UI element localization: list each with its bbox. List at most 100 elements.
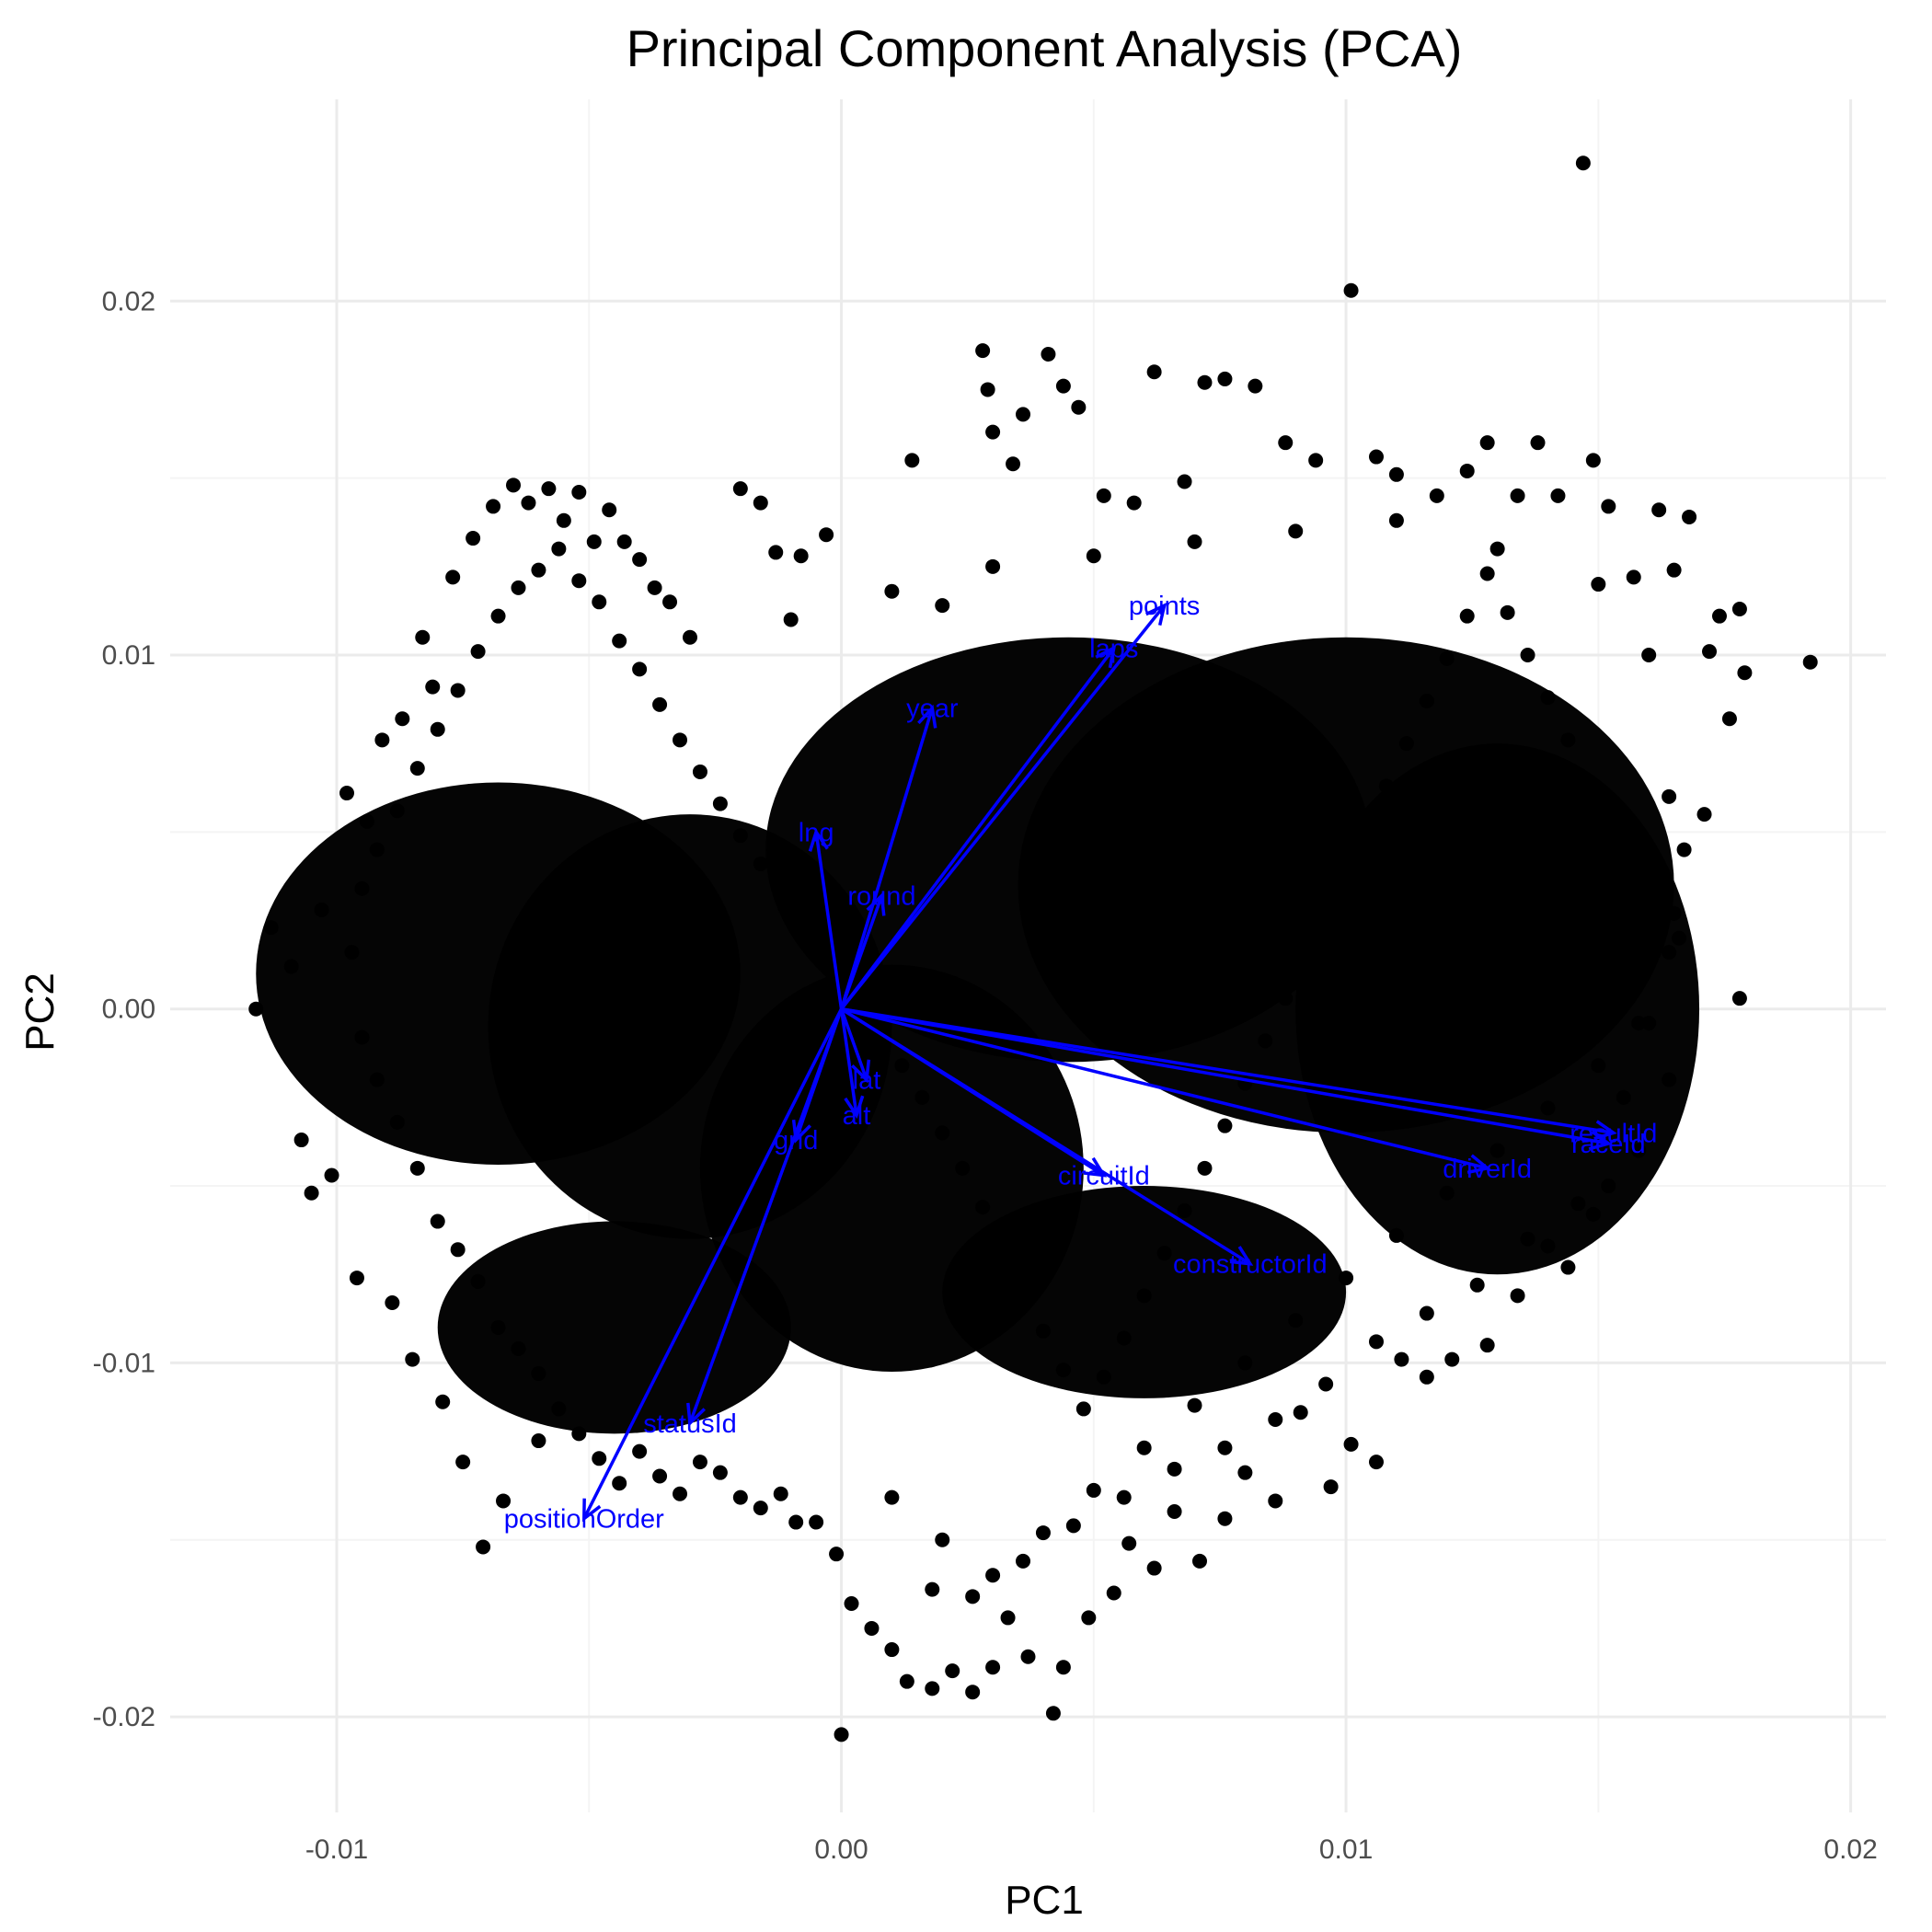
scatter-point xyxy=(1192,1553,1207,1569)
scatter-point xyxy=(1540,690,1556,706)
y-tick-label: 0.00 xyxy=(102,995,155,1025)
scatter-point xyxy=(1510,1288,1525,1304)
chart-title: Principal Component Analysis (PCA) xyxy=(627,19,1463,77)
scatter-point xyxy=(965,1589,981,1604)
x-tick-label: -0.01 xyxy=(305,1834,368,1865)
loading-label-lat: lat xyxy=(853,1066,881,1096)
scatter-point xyxy=(935,1532,950,1547)
dense-point-cloud xyxy=(1295,743,1700,1275)
scatter-point xyxy=(975,1200,991,1215)
loading-arrow-round xyxy=(839,895,884,1010)
scatter-point xyxy=(1575,155,1591,171)
scatter-point xyxy=(1146,364,1162,380)
scatter-point xyxy=(506,477,521,493)
loading-arrowhead-raceId xyxy=(1588,1130,1613,1151)
loading-arrowhead-driverId xyxy=(1466,1154,1491,1175)
scatter-point xyxy=(1540,1100,1556,1116)
scatter-point xyxy=(1136,1440,1152,1455)
scatter-point xyxy=(359,813,374,829)
scatter-point xyxy=(884,583,900,599)
loading-arrowhead-positionOrder xyxy=(581,1498,602,1523)
scatter-point xyxy=(344,945,360,960)
loading-arrows-layer xyxy=(581,602,1617,1523)
scatter-point xyxy=(1000,1610,1016,1626)
loading-label-constructorId: constructorId xyxy=(1173,1250,1328,1280)
scatter-point xyxy=(592,594,607,610)
scatter-point xyxy=(1146,1560,1162,1576)
scatter-point xyxy=(1278,991,1294,1006)
scatter-point xyxy=(809,1514,824,1530)
scatter-point xyxy=(470,1273,486,1289)
scatter-point xyxy=(1439,1185,1455,1201)
scatter-point xyxy=(1217,1511,1233,1526)
scatter-point xyxy=(1045,1706,1061,1721)
dense-point-cloud xyxy=(437,1221,791,1434)
scatter-point xyxy=(1339,863,1354,879)
scatter-point xyxy=(793,548,809,564)
scatter-point xyxy=(476,1539,491,1555)
scatter-point xyxy=(1278,435,1294,451)
loading-arrowhead-statusId xyxy=(686,1402,706,1427)
scatter-point xyxy=(541,481,557,497)
scatter-point xyxy=(490,1319,506,1335)
scatter-point xyxy=(602,502,617,518)
scatter-point xyxy=(324,1167,339,1183)
scatter-point xyxy=(904,453,920,468)
scatter-point xyxy=(1187,1397,1202,1413)
scatter-point xyxy=(1737,665,1753,681)
scatter-point xyxy=(1560,732,1576,748)
scatter-point xyxy=(511,1341,526,1357)
scatter-point xyxy=(753,856,768,871)
scatter-point xyxy=(632,552,648,568)
scatter-point xyxy=(1585,1206,1601,1222)
scatter-point xyxy=(1641,1016,1657,1031)
scatter-point xyxy=(490,608,506,624)
scatter-point xyxy=(632,661,648,677)
scatter-point xyxy=(884,1642,900,1658)
scatter-point xyxy=(409,1160,425,1176)
scatter-point xyxy=(1368,1455,1384,1470)
scatter-point xyxy=(466,531,481,546)
scatter-point xyxy=(985,558,1001,574)
scatter-point xyxy=(1631,1016,1647,1031)
scatter-point xyxy=(374,732,390,748)
scatter-point xyxy=(1343,1436,1359,1452)
scatter-point xyxy=(1394,1351,1409,1367)
loading-label-driverId: driverId xyxy=(1443,1155,1532,1184)
loading-arrowhead-alt xyxy=(844,1095,865,1120)
scatter-point xyxy=(435,1394,451,1409)
loading-arrow-laps xyxy=(840,647,1116,1010)
scatter-point xyxy=(1055,378,1071,394)
scatter-point xyxy=(1156,1246,1172,1261)
scatter-point xyxy=(1197,1160,1213,1176)
scatter-point xyxy=(783,612,799,627)
scatter-point xyxy=(455,1455,471,1470)
scatter-point xyxy=(935,598,950,614)
scatter-point xyxy=(673,732,688,748)
loading-arrowhead-round xyxy=(866,891,886,916)
scatter-point xyxy=(1177,1202,1192,1218)
scatter-point xyxy=(854,997,869,1013)
scatter-point xyxy=(1581,775,1596,790)
loading-label-year: year xyxy=(906,695,959,724)
scatter-point xyxy=(369,842,385,857)
scatter-point xyxy=(1500,604,1515,620)
scatter-point xyxy=(1479,1338,1495,1353)
scatter-point xyxy=(1388,466,1404,482)
loading-arrowhead-circuitId xyxy=(1083,1156,1108,1178)
loading-arrow-year xyxy=(839,707,934,1010)
x-tick-label: 0.01 xyxy=(1319,1834,1373,1865)
scatter-point xyxy=(571,1426,587,1442)
scatter-point xyxy=(1459,608,1475,624)
scatter-point xyxy=(1520,1231,1535,1247)
scatter-point xyxy=(1388,1227,1404,1243)
scatter-point xyxy=(1293,1405,1308,1420)
scatter-point xyxy=(732,828,748,844)
scatter-point xyxy=(1041,346,1056,362)
scatter-point xyxy=(1096,488,1111,503)
scatter-point xyxy=(1731,991,1747,1006)
scatter-point xyxy=(531,1433,546,1449)
scatter-point xyxy=(955,1160,971,1176)
scatter-point xyxy=(1258,1033,1273,1049)
scatter-point xyxy=(1035,1323,1051,1339)
